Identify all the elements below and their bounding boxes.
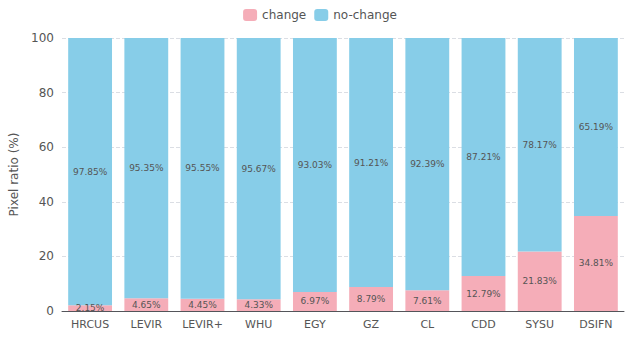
svg-text:CDD: CDD bbox=[471, 318, 496, 331]
svg-text:91.21%: 91.21% bbox=[354, 158, 389, 168]
svg-text:8.79%: 8.79% bbox=[357, 294, 386, 304]
svg-text:40: 40 bbox=[39, 195, 54, 209]
svg-text:LEVIR: LEVIR bbox=[131, 318, 163, 331]
svg-text:21.83%: 21.83% bbox=[523, 276, 558, 286]
svg-text:4.65%: 4.65% bbox=[132, 300, 161, 310]
svg-text:12.79%: 12.79% bbox=[466, 289, 501, 299]
svg-text:EGY: EGY bbox=[304, 318, 326, 331]
svg-text:65.19%: 65.19% bbox=[579, 122, 614, 132]
svg-text:80: 80 bbox=[39, 86, 54, 100]
svg-text:6.97%: 6.97% bbox=[301, 296, 330, 306]
svg-text:7.61%: 7.61% bbox=[413, 296, 442, 306]
svg-text:GZ: GZ bbox=[363, 318, 380, 331]
svg-text:95.67%: 95.67% bbox=[242, 164, 277, 174]
svg-text:CL: CL bbox=[420, 318, 435, 331]
svg-text:no-change: no-change bbox=[333, 8, 397, 22]
svg-text:0: 0 bbox=[46, 304, 54, 318]
svg-text:DSIFN: DSIFN bbox=[579, 318, 612, 331]
svg-text:93.03%: 93.03% bbox=[298, 160, 333, 170]
svg-text:60: 60 bbox=[39, 140, 54, 154]
svg-text:95.35%: 95.35% bbox=[129, 163, 164, 173]
svg-text:78.17%: 78.17% bbox=[523, 140, 558, 150]
svg-text:100: 100 bbox=[31, 31, 54, 45]
svg-text:HRCUS: HRCUS bbox=[71, 318, 109, 331]
svg-text:4.33%: 4.33% bbox=[244, 300, 273, 310]
svg-text:20: 20 bbox=[39, 249, 54, 263]
svg-text:4.45%: 4.45% bbox=[188, 300, 217, 310]
svg-text:SYSU: SYSU bbox=[525, 318, 554, 331]
svg-text:2.15%: 2.15% bbox=[76, 303, 105, 313]
svg-text:WHU: WHU bbox=[245, 318, 272, 331]
svg-text:change: change bbox=[262, 8, 306, 22]
svg-text:95.55%: 95.55% bbox=[185, 163, 220, 173]
svg-text:92.39%: 92.39% bbox=[410, 159, 445, 169]
svg-text:97.85%: 97.85% bbox=[73, 167, 108, 177]
svg-text:LEVIR+: LEVIR+ bbox=[182, 318, 223, 331]
svg-text:34.81%: 34.81% bbox=[579, 258, 614, 268]
svg-text:87.21%: 87.21% bbox=[466, 152, 501, 162]
svg-text:Pixel ratio (%): Pixel ratio (%) bbox=[7, 133, 21, 217]
